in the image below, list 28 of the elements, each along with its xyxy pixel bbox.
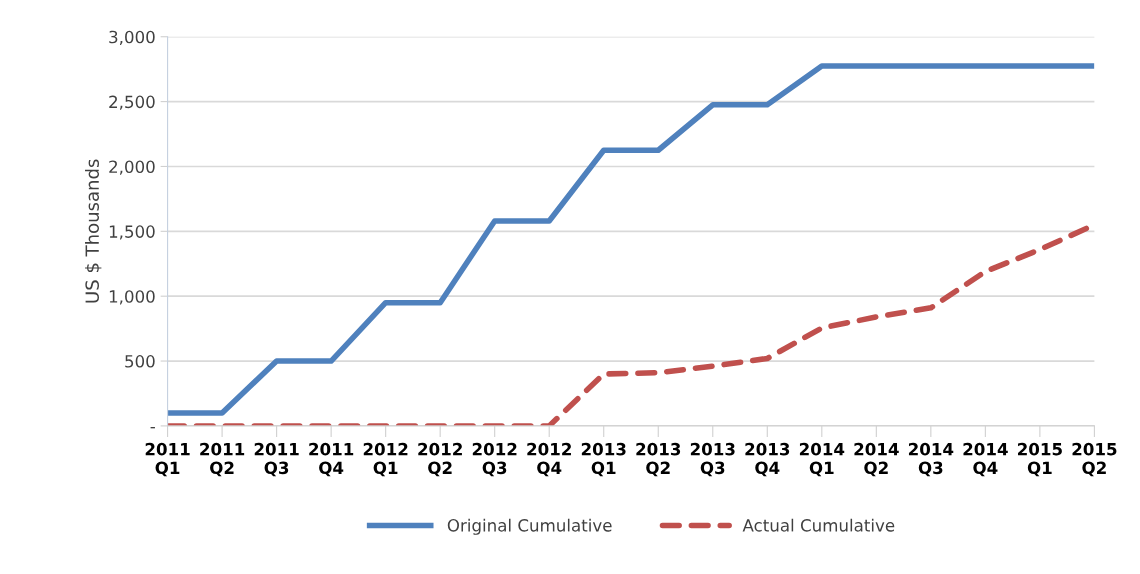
y-tick-label: - xyxy=(150,427,155,429)
y-tick-label: 1,000 xyxy=(109,290,155,305)
x-tick-label: 2011 Q2 xyxy=(200,442,245,477)
x-tick-label: 2012 Q2 xyxy=(418,442,462,477)
x-tick-label: 2013 Q2 xyxy=(636,442,681,477)
y-tick-label: 500 xyxy=(125,355,155,368)
x-tick-label: 2014 Q4 xyxy=(963,442,1008,477)
x-tick-label: 2012 Q1 xyxy=(363,442,408,477)
x-tick-label: 2012 Q4 xyxy=(527,442,571,477)
x-tick-label: 2014 Q1 xyxy=(799,442,845,477)
y-tick-label: 2,500 xyxy=(109,95,155,110)
x-tick-label: 2011 Q4 xyxy=(309,442,354,477)
y-axis-title: US $ Thousands xyxy=(85,159,102,303)
y-tick-label: 1,500 xyxy=(109,225,155,240)
y-tick-label: 2,000 xyxy=(109,160,155,175)
x-tick-label: 2013 Q1 xyxy=(581,442,626,477)
x-tick-label: 2014 Q3 xyxy=(908,442,954,477)
x-tick-label: 2013 Q3 xyxy=(690,442,735,477)
legend-label: Actual Cumulative xyxy=(742,518,895,532)
x-tick-label: 2011 Q1 xyxy=(145,442,190,477)
x-tick-label: 2013 Q4 xyxy=(745,442,790,477)
y-tick-label: 3,000 xyxy=(109,30,155,46)
x-tick-label: 2011 Q3 xyxy=(254,442,299,477)
x-tick-label: 2015 Q2 xyxy=(1072,442,1117,477)
x-tick-label: 2012 Q3 xyxy=(472,442,517,477)
legend-label: Original Cumulative xyxy=(447,518,612,535)
x-tick-label: 2014 Q2 xyxy=(854,442,899,477)
x-tick-label: 2015 Q1 xyxy=(1018,442,1062,477)
